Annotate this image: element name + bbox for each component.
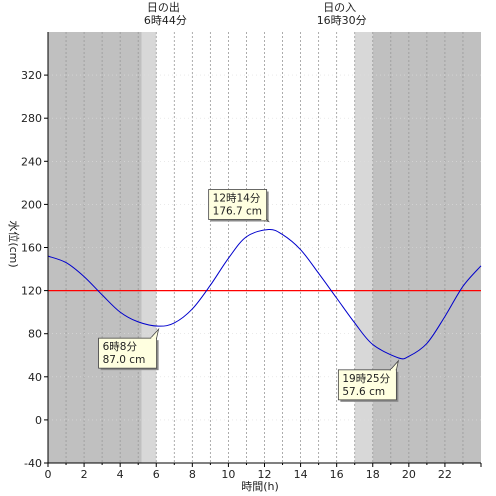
y-tick-label: 160: [21, 242, 42, 255]
twilight-region-evening: [354, 32, 373, 463]
x-tick-label: 10: [221, 468, 235, 481]
sunrise-time: 6時44分: [144, 14, 187, 27]
annotation-box: [208, 189, 268, 220]
x-tick-label: 16: [330, 468, 344, 481]
annotation-value: 176.7 cm: [213, 206, 262, 218]
x-tick-label: 18: [366, 468, 380, 481]
x-tick-label: 8: [189, 468, 196, 481]
x-tick-label: 22: [438, 468, 452, 481]
annotation-time: 19時25分: [342, 373, 390, 385]
y-tick-label: 40: [28, 371, 42, 384]
x-tick-label: 0: [45, 468, 52, 481]
y-tick-label: 0: [35, 414, 42, 427]
x-tick-label: 20: [402, 468, 416, 481]
night-region-morning: [48, 32, 142, 463]
y-tick-label: 120: [21, 285, 42, 298]
tide-series-line: [47, 228, 482, 360]
x-tick-label: 6: [153, 468, 160, 481]
y-tick-label: 80: [28, 328, 42, 341]
y-tick-label: 240: [21, 155, 42, 168]
annotation-box: [98, 337, 157, 369]
sunset-label: 日の入: [323, 1, 356, 14]
y-tick-label: 280: [21, 112, 42, 125]
x-tick-label: 14: [294, 468, 308, 481]
x-tick-label: 2: [81, 468, 88, 481]
grid: [48, 32, 481, 463]
y-tick-label: -40: [24, 457, 42, 470]
annotation-time: 12時14分: [213, 193, 261, 205]
x-axis-label: 時間(h): [241, 480, 279, 493]
y-tick-label: 200: [21, 198, 42, 211]
series-group: [47, 228, 482, 360]
annotation-time: 6時8分: [103, 341, 138, 353]
x-tick-label: 4: [117, 468, 124, 481]
annotation-value: 57.6 cm: [342, 386, 385, 398]
y-axis-label: 水位(cm): [7, 220, 21, 267]
annotation-box: [337, 369, 397, 401]
annotation-value: 87.0 cm: [103, 354, 146, 366]
y-tick-label: 320: [21, 69, 42, 82]
x-tick-label: 12: [258, 468, 272, 481]
sunset-time: 16時30分: [317, 14, 367, 27]
sunrise-label: 日の出: [147, 0, 180, 14]
twilight-region-morning: [141, 32, 157, 463]
